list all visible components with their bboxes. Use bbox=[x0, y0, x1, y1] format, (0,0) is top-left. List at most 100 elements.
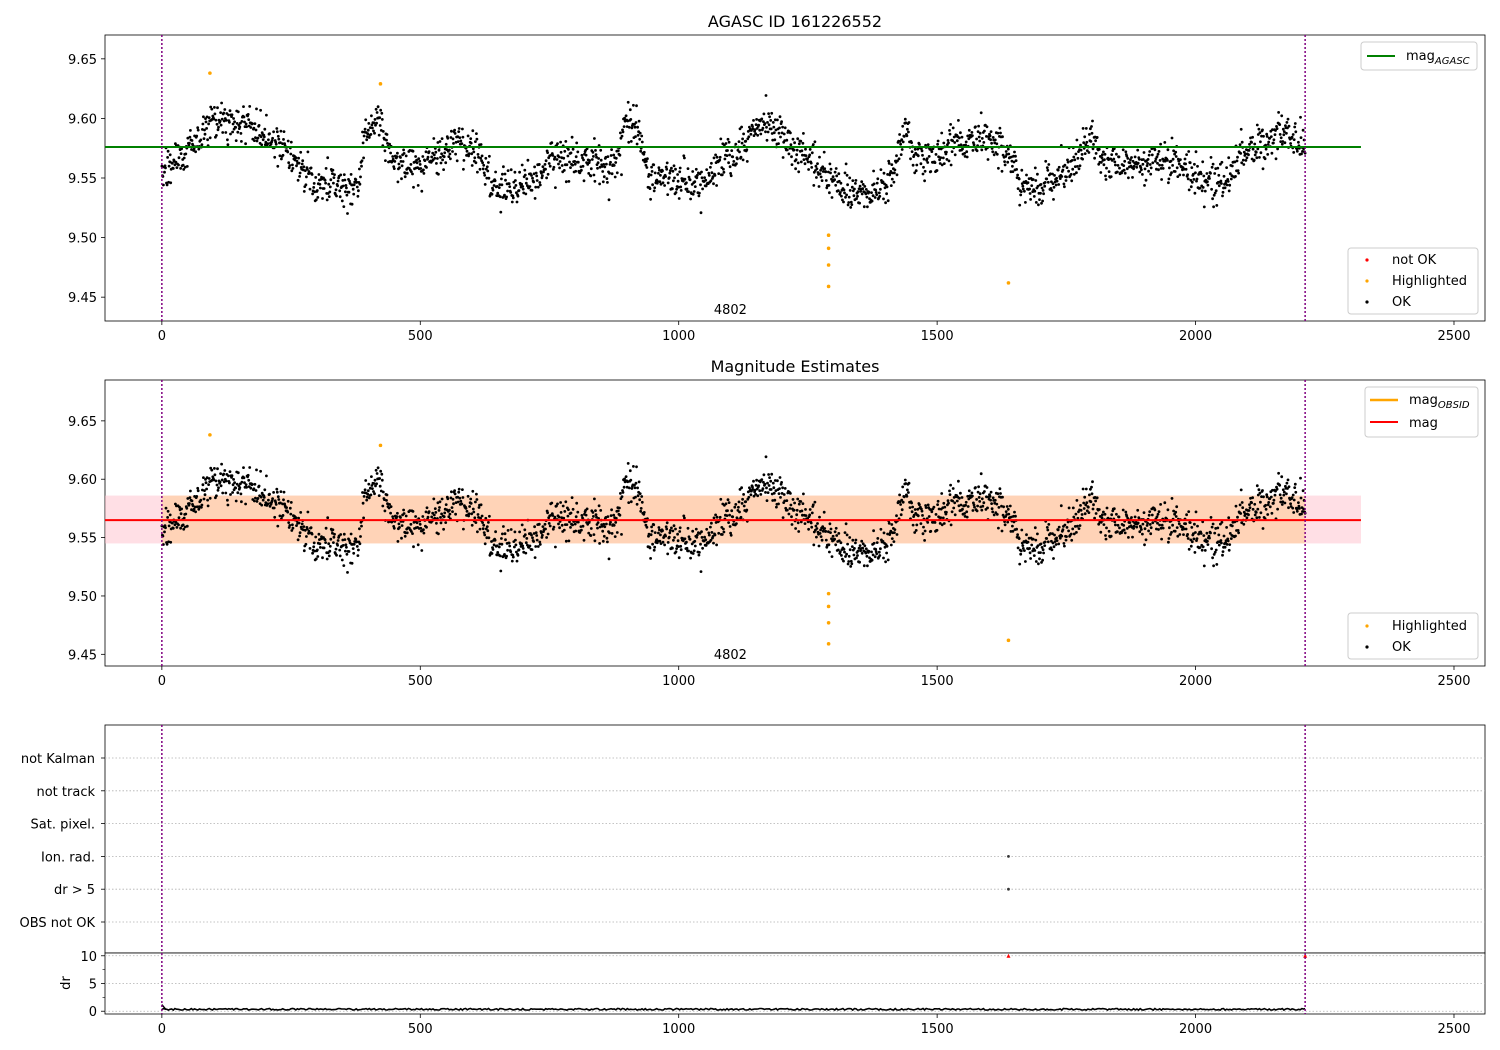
ok-point bbox=[481, 167, 485, 171]
ok-point bbox=[1194, 171, 1197, 175]
ok-point bbox=[668, 169, 672, 173]
ok-point bbox=[1245, 516, 1249, 520]
ok-point bbox=[289, 501, 293, 504]
ok-point bbox=[1187, 547, 1191, 551]
ok-point bbox=[687, 190, 690, 194]
legend-lines[interactable]: magAGASC bbox=[1360, 41, 1478, 71]
ok-point bbox=[801, 513, 804, 517]
ok-point bbox=[432, 513, 436, 517]
ok-point bbox=[1217, 533, 1221, 537]
obsid-label: 4802 bbox=[714, 648, 747, 663]
ok-point bbox=[444, 521, 448, 524]
ok-point bbox=[431, 151, 435, 155]
ok-point bbox=[1049, 187, 1053, 190]
ok-point bbox=[212, 117, 216, 121]
ok-point bbox=[920, 507, 923, 511]
ok-point bbox=[726, 509, 729, 512]
ok-point bbox=[1149, 526, 1153, 530]
ok-point bbox=[1157, 510, 1161, 513]
ok-point bbox=[448, 508, 451, 512]
ok-point bbox=[910, 150, 914, 154]
ok-point bbox=[210, 468, 214, 472]
legend-points[interactable]: Highlighted OK bbox=[1347, 612, 1479, 660]
ok-point bbox=[926, 503, 930, 507]
flag-point bbox=[1007, 887, 1010, 891]
flag-label: dr > 5 bbox=[54, 883, 95, 898]
ok-point bbox=[883, 186, 887, 190]
ok-point bbox=[229, 132, 232, 136]
ok-point bbox=[1211, 556, 1214, 560]
ok-point bbox=[485, 525, 489, 528]
ok-point bbox=[546, 511, 549, 515]
ok-point bbox=[957, 119, 960, 122]
ok-point bbox=[924, 506, 928, 509]
ok-point bbox=[1093, 516, 1096, 520]
y-tick-label: 9.45 bbox=[68, 648, 97, 663]
ok-point bbox=[1034, 560, 1038, 563]
ok-point bbox=[1274, 489, 1277, 493]
ok-point bbox=[261, 138, 265, 142]
ok-point bbox=[1184, 527, 1188, 531]
ok-point bbox=[1057, 542, 1061, 546]
ok-point bbox=[362, 495, 366, 498]
ok-point bbox=[1171, 523, 1174, 527]
ok-point bbox=[653, 186, 657, 190]
ok-point bbox=[976, 504, 979, 508]
ok-point bbox=[886, 532, 889, 536]
legend-points[interactable]: not OK Highlighted OK bbox=[1347, 247, 1479, 315]
ok-point bbox=[685, 540, 688, 544]
ok-point bbox=[1100, 156, 1104, 160]
ok-point bbox=[1194, 510, 1198, 514]
ok-point bbox=[822, 150, 826, 154]
ok-point bbox=[1240, 140, 1244, 144]
ok-point bbox=[1132, 527, 1135, 530]
ok-point bbox=[351, 187, 355, 191]
ok-point bbox=[1247, 513, 1250, 517]
ok-point bbox=[378, 116, 382, 120]
ok-point bbox=[1055, 536, 1058, 540]
ok-point bbox=[336, 543, 339, 547]
ok-point bbox=[1261, 128, 1264, 132]
ok-point bbox=[939, 516, 943, 520]
ok-point bbox=[801, 153, 804, 157]
ok-point bbox=[1278, 123, 1282, 126]
x-tick-label: 2000 bbox=[1179, 329, 1212, 344]
ok-point bbox=[769, 488, 773, 491]
ok-point bbox=[507, 182, 511, 186]
ok-point bbox=[1160, 523, 1164, 527]
ok-point bbox=[824, 538, 828, 542]
ok-point bbox=[678, 166, 682, 170]
ok-point bbox=[226, 138, 229, 142]
ok-point bbox=[1251, 135, 1254, 139]
ok-point bbox=[1057, 183, 1061, 186]
ok-point bbox=[1103, 152, 1107, 156]
ok-point bbox=[1075, 531, 1078, 534]
ok-point bbox=[234, 139, 238, 143]
ok-point bbox=[640, 500, 644, 504]
ok-point bbox=[494, 530, 497, 534]
ok-point bbox=[1182, 167, 1186, 171]
legend-lines[interactable]: magOBSID mag bbox=[1364, 386, 1479, 438]
ok-point bbox=[286, 499, 290, 503]
ok-point bbox=[686, 167, 690, 171]
ok-point bbox=[754, 123, 758, 126]
ok-point bbox=[1215, 563, 1219, 566]
ok-point bbox=[219, 484, 223, 488]
ok-point bbox=[796, 497, 800, 501]
ok-point bbox=[1087, 151, 1091, 154]
ok-point bbox=[821, 165, 825, 169]
ok-point bbox=[218, 480, 222, 484]
ok-point bbox=[1099, 171, 1103, 174]
ok-point bbox=[818, 532, 822, 535]
ok-point bbox=[574, 155, 578, 159]
ok-point bbox=[171, 526, 175, 530]
ok-point bbox=[341, 184, 345, 188]
ok-point bbox=[710, 521, 713, 525]
ok-point bbox=[363, 488, 367, 492]
ok-point bbox=[513, 545, 516, 549]
ok-point bbox=[630, 487, 634, 490]
ok-point bbox=[228, 109, 232, 113]
ok-point bbox=[771, 481, 775, 485]
ok-point bbox=[675, 547, 678, 550]
ok-point bbox=[733, 505, 737, 509]
